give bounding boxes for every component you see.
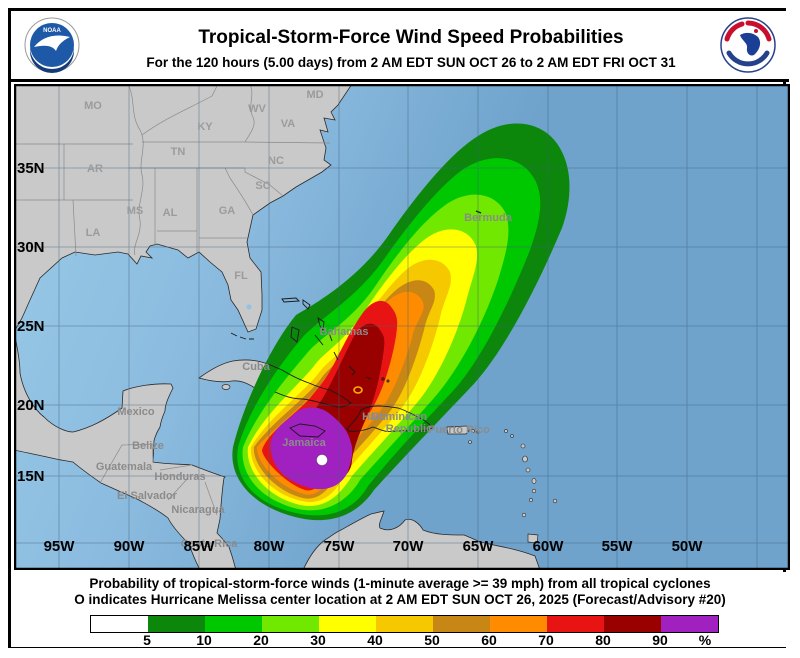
header: Tropical-Storm-Force Wind Speed Probabil… <box>11 11 789 81</box>
longitude-label: 65W <box>463 538 495 555</box>
place-label: Puerto Rico <box>428 424 490 436</box>
state-label: NC <box>268 155 284 167</box>
legend-color-segment <box>547 616 604 632</box>
place-label: Costa Rica <box>181 538 239 550</box>
noaa-logo-icon: NOAA <box>24 17 80 73</box>
storm-center-marker <box>316 454 328 466</box>
longitude-labels: 95W 90W 85W 80W 75W 70W 65W 60W 55W 50W <box>44 538 704 555</box>
place-label: El Salvador <box>117 490 178 502</box>
place-label: Cuba <box>242 361 270 373</box>
longitude-label: 70W <box>393 538 425 555</box>
state-label: KY <box>197 121 213 133</box>
legend-color-segment <box>205 616 262 632</box>
longitude-label: 95W <box>44 538 76 555</box>
state-label: SC <box>255 180 270 192</box>
legend-threshold-label: 20 <box>253 632 269 648</box>
legend-color-segment <box>433 616 490 632</box>
legend-threshold-label: 40 <box>367 632 383 648</box>
state-label: FL <box>234 270 248 282</box>
place-label: Republic <box>386 423 432 435</box>
state-label: MO <box>84 100 102 112</box>
header-divider <box>11 79 789 82</box>
longitude-label: 50W <box>672 538 704 555</box>
longitude-label: 80W <box>254 538 286 555</box>
valid-period-subtitle: For the 120 hours (5.00 days) from 2 AM … <box>146 55 676 70</box>
land-central-america <box>13 331 237 571</box>
probability-contours <box>232 123 570 521</box>
legend-threshold-label: 90 <box>652 632 668 648</box>
place-label: Bahamas <box>320 326 369 338</box>
place-label: Honduras <box>154 471 205 483</box>
legend-color-segment <box>91 616 148 632</box>
state-label: TN <box>171 146 186 158</box>
legend-threshold-label: 80 <box>595 632 611 648</box>
map-area: MO KY WV VA MD TN NC AR SC MS AL GA LA FL Mexico Beliz… <box>13 83 791 571</box>
legend-color-segment <box>319 616 376 632</box>
longitude-label: 90W <box>114 538 146 555</box>
place-label: Nicaragua <box>171 504 225 516</box>
footer-probability-text: Probability of tropical-storm-force wind… <box>89 576 711 591</box>
place-label: Belize <box>132 440 164 452</box>
legend-threshold-label: 10 <box>196 632 212 648</box>
latitude-label: 20N <box>17 397 45 414</box>
lake-okeechobee <box>246 304 252 310</box>
probability-color-scale <box>90 615 719 633</box>
state-label: AL <box>163 207 178 219</box>
map-border <box>13 83 791 571</box>
legend-threshold-label: 5 <box>143 632 151 648</box>
legend-color-segment <box>262 616 319 632</box>
state-label: GA <box>219 205 236 217</box>
probability-scale-labels: 5 10 20 30 40 50 60 70 80 90% <box>90 632 730 648</box>
footer-center-text: O indicates Hurricane Melissa center loc… <box>74 592 726 607</box>
place-label: Bermuda <box>464 212 513 224</box>
central-america-borders <box>99 443 218 516</box>
land-us <box>13 83 353 334</box>
land-puerto-rico <box>446 425 470 435</box>
map-svg: MO KY WV VA MD TN NC AR SC MS AL GA LA FL Mexico Beliz… <box>13 83 791 571</box>
footer: Probability of tropical-storm-force wind… <box>11 572 789 648</box>
island-outlines <box>230 210 482 438</box>
legend-color-segment <box>604 616 661 632</box>
state-label: LA <box>86 227 101 239</box>
latitude-labels: 35N 30N 25N 20N 15N <box>17 160 45 485</box>
latitude-label: 15N <box>17 468 45 485</box>
longitude-label: 55W <box>602 538 634 555</box>
state-label: WV <box>248 103 266 115</box>
state-label: VA <box>281 118 296 130</box>
legend-color-segment <box>148 616 205 632</box>
svg-text:NOAA: NOAA <box>43 28 61 34</box>
latitude-label: 35N <box>17 160 45 177</box>
legend-color-segment <box>376 616 433 632</box>
legend-threshold-label: % <box>698 632 712 648</box>
place-label: Mexico <box>117 406 155 418</box>
state-labels: MO KY WV VA MD TN NC AR SC MS AL GA LA FL <box>84 89 323 282</box>
isla-juventud <box>221 384 231 390</box>
latitude-label: 25N <box>17 318 45 335</box>
longitude-label: 85W <box>184 538 216 555</box>
state-label: AR <box>87 163 103 175</box>
legend-color-segment <box>661 616 718 632</box>
place-label: Guatemala <box>96 461 153 473</box>
longitude-label: 60W <box>533 538 565 555</box>
legend-threshold-label: 70 <box>538 632 554 648</box>
longitude-label: 75W <box>324 538 356 555</box>
lesser-antilles <box>468 429 558 518</box>
place-label: Dominican <box>371 411 428 423</box>
legend-threshold-label: 30 <box>310 632 326 648</box>
state-label: MS <box>127 205 144 217</box>
nws-logo-icon <box>720 17 776 73</box>
place-label: Jamaica <box>282 437 326 449</box>
legend-color-segment <box>490 616 547 632</box>
great-inagua-ring <box>353 386 363 394</box>
state-label: MD <box>306 89 323 101</box>
legend-threshold-label: 60 <box>481 632 497 648</box>
graticule <box>14 84 790 570</box>
legend-threshold-label: 50 <box>424 632 440 648</box>
land-south-america <box>302 510 541 571</box>
place-label: Haiti <box>362 411 386 423</box>
page-title: Tropical-Storm-Force Wind Speed Probabil… <box>198 27 624 48</box>
latitude-label: 30N <box>17 239 45 256</box>
